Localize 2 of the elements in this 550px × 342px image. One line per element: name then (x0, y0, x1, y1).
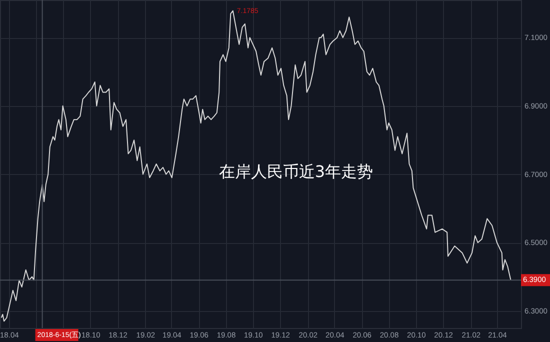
text: 在岸人民币近3年走势 (218, 162, 374, 181)
line-series (0, 10, 512, 322)
